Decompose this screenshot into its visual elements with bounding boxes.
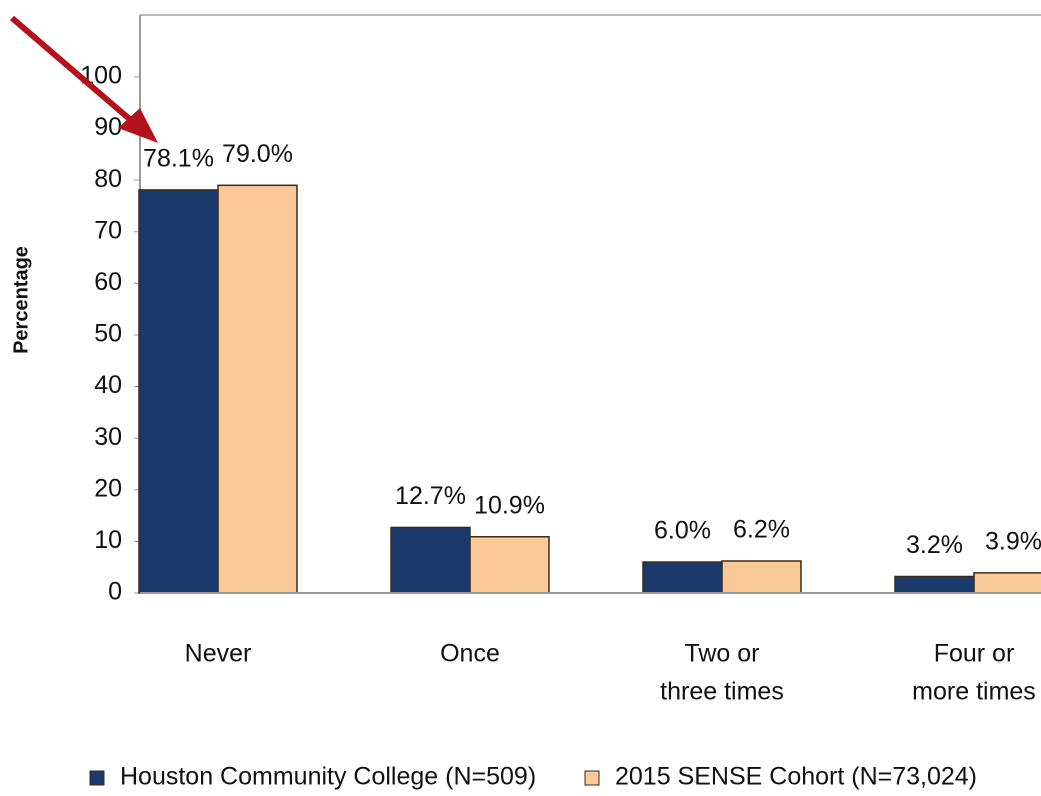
data-label: 6.2% [733,516,790,544]
bar [642,561,723,594]
y-tick-label: 0 [108,578,122,606]
y-tick-label: 80 [94,165,122,193]
data-label: 6.0% [654,517,711,545]
y-tick-label: 90 [94,113,122,141]
x-tick-label: Never [185,640,252,668]
data-label: 78.1% [143,145,214,173]
x-tick-label: Four or [934,640,1015,668]
data-label: 3.9% [985,527,1041,555]
y-tick-label: 40 [94,371,122,399]
legend-label: 2015 SENSE Cohort (N=73,024) [615,763,977,791]
x-tick-label: three times [660,678,784,706]
y-tick-label: 60 [94,268,122,296]
bar [217,184,298,594]
data-label: 10.9% [474,491,545,519]
bar [138,189,219,594]
annotation-arrowhead [118,108,158,143]
y-tick-label: 10 [94,526,122,554]
bar [721,560,802,594]
x-tick-label: more times [912,678,1036,706]
y-tick-label: 20 [94,474,122,502]
legend-swatch [89,770,105,786]
annotation-arrow [10,15,142,131]
y-tick-label: 30 [94,423,122,451]
x-tick-label: Two or [684,640,759,668]
bar [973,572,1041,594]
bar [390,526,471,594]
y-tick-label: 70 [94,216,122,244]
legend-swatch [584,770,600,786]
bar [469,535,550,594]
data-label: 12.7% [395,482,466,510]
y-tick-label: 50 [94,320,122,348]
data-label: 3.2% [906,531,963,559]
data-label: 79.0% [222,140,293,168]
x-tick-label: Once [440,640,500,668]
bar [894,575,975,594]
y-axis-label: Percentage [10,246,32,354]
legend-label: Houston Community College (N=509) [120,763,536,791]
